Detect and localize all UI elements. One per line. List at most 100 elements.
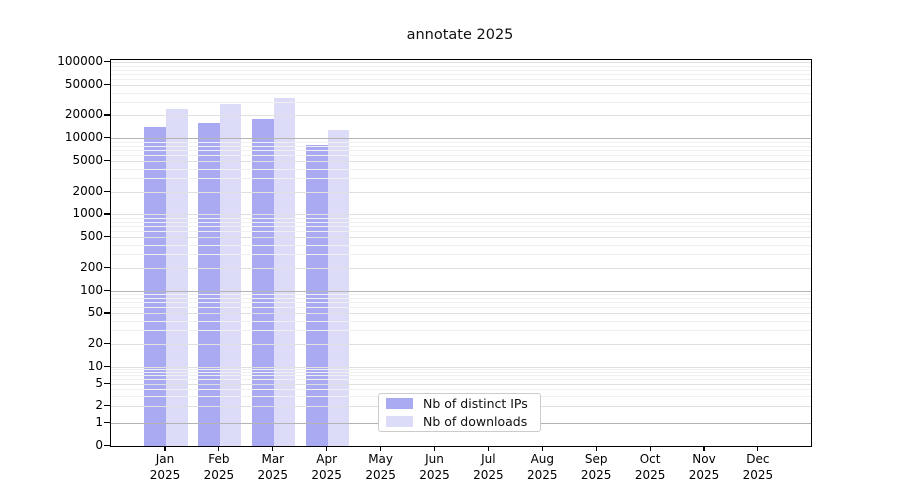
grid-line-major	[111, 85, 811, 87]
bar-downloads	[219, 104, 242, 446]
grid-line-minor	[111, 294, 811, 295]
y-axis-tick-mark	[104, 289, 110, 291]
grid-line-minor	[111, 244, 811, 246]
grid-line-major	[111, 62, 811, 64]
y-axis-tick-label: 20000	[64, 107, 103, 122]
legend-label-distinct-ips: Nb of distinct IPs	[423, 396, 528, 411]
grid-line-minor	[111, 379, 811, 381]
y-axis-tick-mark	[104, 382, 110, 384]
x-axis-tick-mark	[433, 446, 436, 451]
grid-line-minor	[111, 330, 811, 332]
y-axis-tick-label: 500	[80, 229, 103, 244]
grid-line-minor	[111, 302, 811, 304]
x-axis-tick-mark	[595, 446, 597, 451]
grid-line-major	[111, 383, 811, 385]
grid-line-minor	[111, 74, 811, 75]
y-axis-tick-mark	[104, 137, 110, 139]
grid-line-minor	[111, 150, 811, 152]
grid-line-major	[111, 161, 811, 163]
grid-line-minor	[111, 389, 811, 391]
y-axis-tick-label: 200	[80, 259, 103, 274]
y-axis-tick-mark	[104, 266, 110, 268]
grid-line-major	[111, 290, 811, 292]
y-axis-tick-mark	[104, 312, 110, 314]
grid-line-minor	[111, 221, 811, 223]
plot-area: Nb of distinct IPs Nb of downloads	[110, 59, 812, 447]
grid-line-minor	[111, 254, 811, 256]
grid-line-minor	[111, 168, 811, 170]
y-axis-tick-mark	[104, 365, 110, 367]
x-axis-tick-mark	[649, 446, 651, 451]
grid-line-minor	[111, 155, 811, 157]
grid-line-major	[111, 237, 811, 239]
x-axis-tick-label: Jun 2025	[419, 452, 450, 482]
grid-line-major	[111, 343, 811, 345]
grid-line-minor	[111, 178, 811, 180]
y-axis-tick-mark	[104, 61, 110, 63]
grid-line-minor	[111, 65, 811, 67]
grid-line-major	[111, 214, 811, 216]
x-axis-tick-label: Aug 2025	[527, 452, 558, 482]
grid-line-major	[111, 138, 811, 140]
legend: Nb of distinct IPs Nb of downloads	[378, 393, 541, 432]
grid-line-minor	[111, 102, 811, 103]
x-axis-tick-mark	[164, 446, 166, 451]
y-axis-tick-label: 50	[87, 305, 103, 320]
grid-line-minor	[111, 141, 811, 143]
x-axis-tick-mark	[703, 446, 705, 451]
grid-line-minor	[111, 79, 811, 81]
bar-downloads	[273, 98, 296, 446]
y-axis-tick-label: 1	[95, 415, 103, 430]
y-axis-tick-label: 100	[80, 282, 103, 297]
legend-swatch-downloads	[386, 416, 413, 427]
grid-line-minor	[111, 231, 811, 233]
y-axis-tick-mark	[104, 422, 110, 424]
grid-line-minor	[111, 297, 811, 299]
x-axis-tick-mark	[757, 446, 759, 451]
chart-title: annotate 2025	[406, 27, 514, 43]
y-axis-tick-label: 5000	[72, 153, 103, 168]
x-axis-tick-mark	[272, 446, 274, 451]
y-axis-tick-label: 2000	[72, 183, 103, 198]
y-axis-tick-mark	[104, 213, 110, 215]
grid-line-minor	[111, 369, 811, 371]
y-axis-tick-label: 20	[87, 335, 103, 350]
grid-line-major	[111, 115, 811, 117]
x-axis-tick-label: May 2025	[365, 452, 396, 482]
x-axis-tick-label: Mar 2025	[257, 452, 289, 482]
y-axis-tick-label: 10	[87, 358, 103, 373]
y-axis-tick-label: 10000	[64, 130, 103, 145]
y-axis-tick-label: 0	[95, 438, 103, 452]
grid-line-minor	[111, 320, 811, 322]
y-axis-tick-mark	[104, 160, 110, 162]
legend-label-downloads: Nb of downloads	[423, 414, 528, 429]
y-axis-tick-mark	[104, 405, 110, 407]
grid-line-major	[111, 267, 811, 269]
grid-line-major	[111, 191, 811, 193]
grid-line-minor	[111, 375, 811, 377]
grid-line-minor	[111, 372, 811, 374]
bar-distinct-ips	[198, 123, 220, 446]
x-axis-tick-label: Feb 2025	[203, 452, 235, 482]
bar-distinct-ips	[306, 144, 328, 446]
grid-line-minor	[111, 145, 811, 147]
y-axis-tick-mark	[104, 84, 110, 86]
grid-line-minor	[111, 226, 811, 228]
grid-line-major	[111, 313, 811, 315]
x-axis-tick-mark	[380, 446, 382, 451]
x-axis-tick-label: Nov 2025	[688, 452, 720, 482]
x-axis-tick-label: Apr 2025	[311, 452, 342, 482]
x-axis-tick-mark	[218, 446, 220, 451]
bar-distinct-ips	[144, 127, 166, 446]
x-axis-tick-label: Jan 2025	[149, 452, 181, 482]
grid-line-minor	[111, 217, 811, 219]
x-axis-tick-label: Oct 2025	[634, 452, 666, 482]
y-axis-tick-mark	[104, 342, 110, 344]
y-axis-tick-mark	[104, 114, 110, 116]
y-axis-tick-label: 50000	[64, 77, 103, 92]
grid-line-major	[111, 366, 811, 368]
y-axis-tick-label: 1000	[72, 206, 103, 221]
grid-line-minor	[111, 69, 811, 71]
y-axis-tick-label: 100000	[57, 54, 103, 69]
